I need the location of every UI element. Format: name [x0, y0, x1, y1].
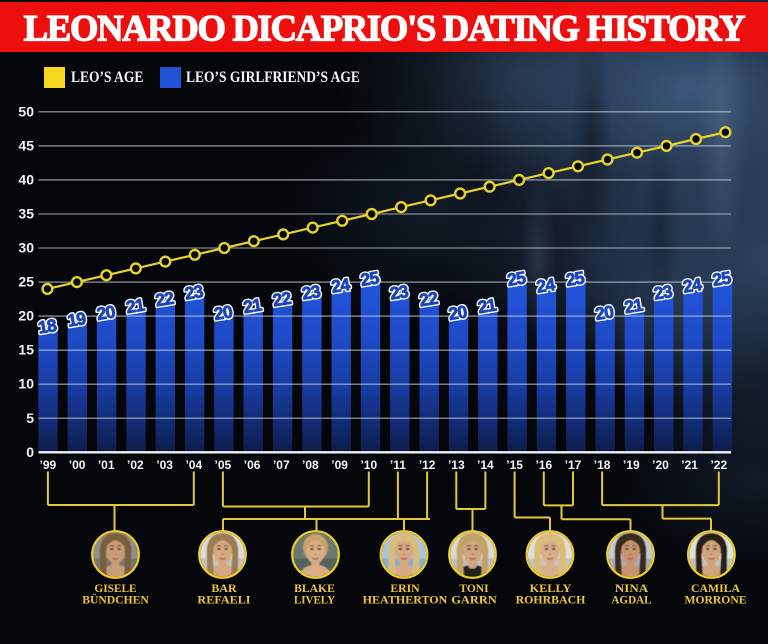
svg-text:45: 45: [18, 137, 34, 153]
svg-text:’18: ’18: [594, 458, 611, 472]
svg-text:’06: ’06: [244, 458, 261, 472]
svg-text:HEATHERTON: HEATHERTON: [363, 592, 448, 606]
svg-text:’03: ’03: [156, 458, 173, 472]
svg-text:LIVELY: LIVELY: [294, 592, 335, 606]
svg-text:REFAELI: REFAELI: [197, 592, 250, 606]
svg-text:’21: ’21: [681, 458, 698, 472]
svg-text:CAMILA: CAMILA: [691, 581, 740, 595]
svg-text:18: 18: [37, 315, 59, 338]
svg-text:’99: ’99: [40, 458, 57, 472]
svg-text:30: 30: [18, 240, 34, 256]
svg-text:’08: ’08: [302, 458, 319, 472]
svg-text:50: 50: [18, 103, 34, 119]
svg-text:ROHRBACH: ROHRBACH: [516, 592, 586, 606]
svg-text:23: 23: [183, 281, 205, 304]
svg-text:22: 22: [418, 288, 439, 311]
svg-text:’09: ’09: [331, 458, 348, 472]
svg-text:’16: ’16: [535, 458, 552, 472]
svg-text:21: 21: [623, 294, 645, 317]
svg-text:0: 0: [26, 444, 34, 460]
svg-text:’02: ’02: [127, 458, 144, 472]
svg-text:’13: ’13: [448, 458, 465, 472]
svg-text:AGDAL: AGDAL: [611, 592, 651, 606]
svg-text:23: 23: [652, 281, 674, 304]
svg-text:’05: ’05: [215, 458, 232, 472]
svg-text:KELLY: KELLY: [530, 581, 572, 595]
svg-text:BAR: BAR: [211, 581, 237, 595]
svg-text:24: 24: [330, 274, 352, 297]
svg-text:20: 20: [95, 301, 116, 324]
svg-text:MORRONE: MORRONE: [685, 592, 747, 606]
svg-text:’01: ’01: [98, 458, 115, 472]
svg-text:35: 35: [18, 206, 34, 222]
svg-text:’19: ’19: [623, 458, 640, 472]
svg-text:25: 25: [506, 267, 528, 290]
svg-text:19: 19: [66, 308, 88, 331]
svg-text:BÜNDCHEN: BÜNDCHEN: [82, 592, 149, 606]
svg-text:GISELE: GISELE: [94, 581, 136, 595]
svg-text:’00: ’00: [69, 458, 86, 472]
svg-text:’22: ’22: [710, 458, 727, 472]
svg-text:’20: ’20: [652, 458, 669, 472]
svg-text:20: 20: [594, 301, 615, 324]
svg-text:15: 15: [18, 342, 34, 358]
svg-text:20: 20: [18, 308, 34, 324]
svg-text:24: 24: [682, 274, 704, 297]
svg-text:20: 20: [213, 301, 234, 324]
svg-text:21: 21: [242, 294, 264, 317]
svg-text:ERIN: ERIN: [390, 581, 420, 595]
svg-text:’14: ’14: [477, 458, 494, 472]
svg-text:BLAKE: BLAKE: [294, 581, 335, 595]
svg-text:5: 5: [26, 410, 34, 426]
svg-text:10: 10: [18, 376, 34, 392]
svg-text:24: 24: [535, 274, 557, 297]
svg-text:’12: ’12: [419, 458, 436, 472]
svg-text:22: 22: [271, 288, 292, 311]
svg-text:20: 20: [447, 301, 468, 324]
svg-text:TONI: TONI: [459, 581, 489, 595]
svg-text:NINA: NINA: [615, 581, 649, 595]
svg-text:25: 25: [711, 267, 733, 290]
svg-text:’17: ’17: [565, 458, 582, 472]
svg-text:’10: ’10: [360, 458, 377, 472]
svg-text:GARRN: GARRN: [451, 592, 497, 606]
svg-text:23: 23: [301, 281, 323, 304]
svg-text:21: 21: [125, 294, 147, 317]
svg-text:25: 25: [359, 267, 381, 290]
svg-text:’11: ’11: [390, 458, 406, 472]
svg-text:22: 22: [154, 288, 175, 311]
svg-text:21: 21: [476, 294, 498, 317]
svg-text:25: 25: [18, 274, 34, 290]
svg-text:40: 40: [18, 171, 34, 187]
svg-text:’15: ’15: [506, 458, 523, 472]
svg-text:’04: ’04: [185, 458, 202, 472]
svg-text:23: 23: [388, 281, 410, 304]
svg-text:’07: ’07: [273, 458, 290, 472]
svg-text:25: 25: [564, 267, 586, 290]
